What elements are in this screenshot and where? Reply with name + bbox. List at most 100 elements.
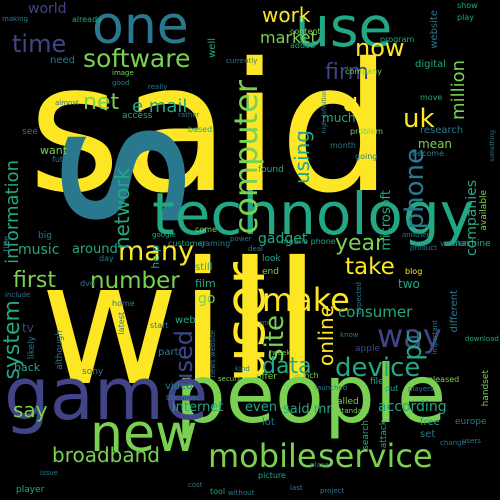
word-way: way: [377, 317, 442, 355]
word-news-website: news website: [209, 330, 217, 378]
word-show: show: [457, 1, 478, 10]
word-still: still: [195, 262, 213, 273]
word-according: according: [378, 399, 447, 415]
word-added: added: [290, 41, 316, 50]
word-problem: problem: [350, 127, 384, 136]
word-make: make: [262, 281, 350, 319]
word-uk: uk: [403, 104, 435, 134]
word-going: going: [355, 152, 378, 161]
word-content: content: [290, 27, 321, 36]
word-standard: standard: [338, 407, 370, 415]
word-gadget: gadget: [258, 231, 308, 247]
word-tool: tool: [210, 487, 226, 496]
word-available: available: [479, 190, 489, 231]
word-used: used: [170, 330, 198, 388]
word-home: home: [112, 299, 135, 308]
word-data: data: [262, 354, 312, 379]
word-consumer: consumer: [338, 303, 413, 321]
word-latest: latest: [117, 312, 126, 335]
word-film: film: [195, 277, 216, 290]
word-know: know: [340, 331, 359, 339]
word-important: important: [431, 320, 439, 355]
word-player: player: [16, 485, 45, 495]
word-internet: internet: [172, 400, 224, 415]
word-part: part: [158, 347, 179, 358]
word-number: number: [90, 268, 180, 294]
word-help: help: [149, 245, 162, 269]
word-include: include: [5, 291, 31, 299]
word-another: another: [402, 231, 430, 239]
word-said-mr: said mr: [283, 402, 332, 417]
word-put: put: [385, 384, 399, 393]
word-machine: machine: [452, 239, 491, 249]
word-image: image: [112, 69, 134, 77]
word-year: year: [335, 231, 385, 256]
word-access: access: [122, 111, 153, 121]
word-world: world: [28, 1, 67, 17]
word-dvd: dvd: [80, 279, 95, 288]
word-web: web: [175, 315, 196, 326]
word-need: need: [50, 55, 75, 66]
word-new: new: [90, 404, 198, 464]
word-many: many: [118, 236, 194, 267]
word-called: called: [332, 397, 359, 407]
word-making: making: [2, 15, 28, 23]
word-gaming: gaming: [200, 239, 231, 248]
word-something: something: [489, 130, 496, 162]
word-expected: expected: [355, 282, 363, 315]
word-rather: rather: [178, 111, 200, 119]
word-time: time: [12, 30, 67, 58]
word-video: video: [165, 381, 193, 392]
word-end: end: [262, 267, 279, 277]
word-good: good: [112, 79, 130, 87]
word-last: last: [290, 484, 303, 492]
word-become: become: [412, 149, 445, 158]
word-play: play: [457, 13, 474, 22]
word-digital: digital: [415, 59, 447, 70]
word-free: free: [420, 417, 440, 428]
word-take: take: [345, 254, 395, 280]
word-high-definition: high definition: [321, 90, 328, 134]
word-offer: offer: [256, 372, 277, 382]
word-place: place: [310, 461, 329, 469]
word-using: using: [290, 130, 314, 185]
word-come: come: [195, 225, 218, 234]
word-one: one: [92, 0, 189, 56]
word-see: see: [22, 127, 38, 137]
word-game: game: [4, 352, 209, 436]
word-first: first: [13, 268, 56, 293]
word-move: move: [420, 93, 443, 102]
word-file: file: [370, 377, 384, 387]
word-mean: mean: [418, 137, 453, 151]
word-month: month: [330, 141, 356, 150]
word-deal: deal: [248, 245, 263, 253]
word-online: online: [314, 305, 338, 367]
word-blog: blog: [405, 267, 423, 276]
word-broadband: broadband: [52, 443, 160, 467]
word-now: now: [355, 34, 405, 62]
word-work: work: [262, 3, 311, 27]
word-go: go: [198, 291, 216, 307]
word-future: future: [52, 155, 77, 164]
word-search: search: [361, 420, 371, 450]
word-players: players: [408, 385, 434, 393]
word-big: big: [38, 231, 52, 241]
word-day: day: [99, 254, 114, 263]
word-music: music: [18, 242, 60, 258]
word-version: version: [440, 239, 470, 248]
word-sony: sony: [82, 367, 104, 377]
word-picture: picture: [258, 471, 286, 480]
word-phone: phone: [400, 148, 430, 230]
word-tv: tv: [22, 321, 34, 335]
word-much: much: [322, 111, 356, 125]
word-found: found: [258, 165, 284, 175]
word-launched: launched: [315, 384, 348, 392]
word-start: start: [150, 321, 169, 330]
word-download: download: [465, 335, 499, 343]
word-based: based: [188, 125, 213, 134]
word-network: network: [110, 168, 134, 250]
word-software: software: [83, 44, 191, 73]
word-website: website: [429, 10, 440, 49]
word-set: set: [420, 429, 436, 440]
